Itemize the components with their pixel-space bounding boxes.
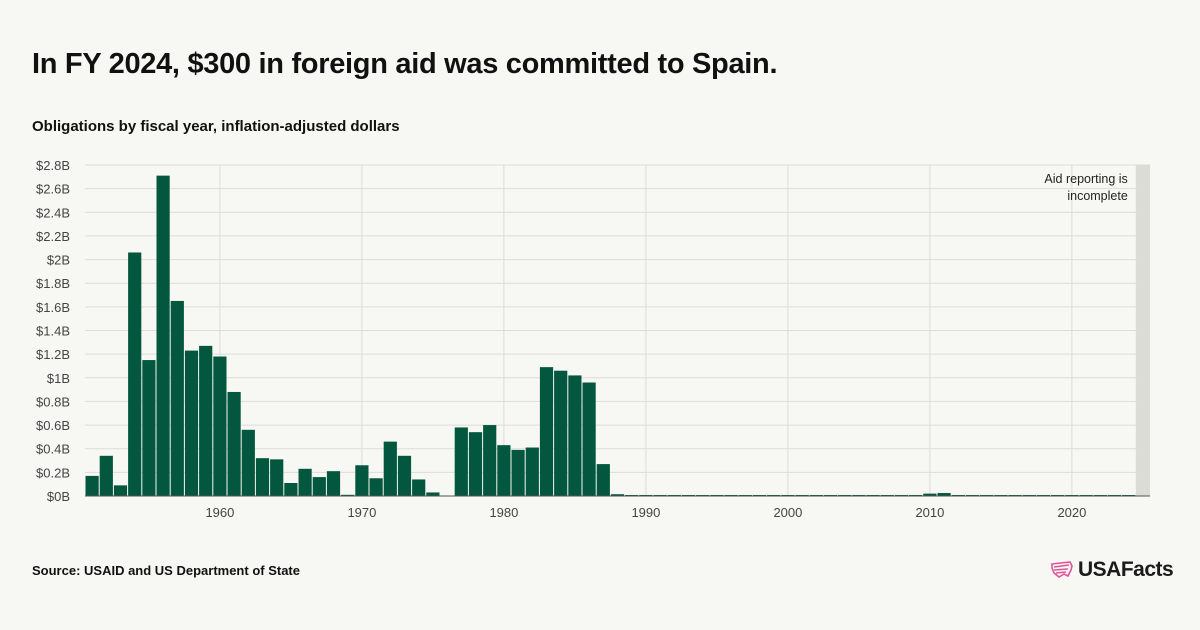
x-tick-label: 2010 xyxy=(915,505,944,520)
bar-fy1959[interactable] xyxy=(199,345,213,496)
bar-fy1987[interactable] xyxy=(596,464,610,496)
bar-fy1961[interactable] xyxy=(227,391,241,496)
y-tick-label: $0B xyxy=(47,489,70,504)
bar-fy1983[interactable] xyxy=(539,367,554,496)
y-tick-label: $2B xyxy=(47,253,70,268)
incomplete-reporting-note: Aid reporting is xyxy=(1044,172,1127,186)
incomplete-reporting-note: incomplete xyxy=(1067,189,1127,203)
bar-fy1969[interactable] xyxy=(341,494,355,496)
bar-fy1975[interactable] xyxy=(426,492,440,496)
bar-fy1981[interactable] xyxy=(511,449,525,496)
bar-fy1971[interactable] xyxy=(369,478,383,496)
y-tick-label: $2.8B xyxy=(36,158,70,173)
bar-fy2010[interactable] xyxy=(923,493,937,496)
bar-fy1985[interactable] xyxy=(568,375,582,496)
x-tick-label: 1980 xyxy=(489,505,518,520)
y-tick-label: $2.4B xyxy=(36,205,70,220)
bar-fy1965[interactable] xyxy=(284,482,298,496)
bar-fy1980[interactable] xyxy=(497,445,511,496)
x-tick-label: 2020 xyxy=(1057,505,1086,520)
usafacts-logo[interactable]: USAFacts xyxy=(1050,558,1174,582)
y-tick-label: $1.4B xyxy=(36,324,70,339)
bar-fy1968[interactable] xyxy=(326,471,341,496)
bar-fy1974[interactable] xyxy=(412,479,426,496)
bar-fy1972[interactable] xyxy=(383,441,397,496)
bar-fy1964[interactable] xyxy=(270,459,284,496)
bar-fy1963[interactable] xyxy=(255,458,270,496)
bar-fy1978[interactable] xyxy=(468,432,483,496)
bar-fy1988[interactable] xyxy=(610,494,625,496)
bar-fy1973[interactable] xyxy=(397,455,412,496)
source-note: Source: USAID and US Department of State xyxy=(32,563,300,578)
bar-fy1984[interactable] xyxy=(554,370,568,496)
bar-fy1951[interactable] xyxy=(85,475,99,496)
bar-fy1955[interactable] xyxy=(142,360,156,496)
bar-fy1960[interactable] xyxy=(213,356,227,496)
y-tick-label: $1.6B xyxy=(36,300,70,315)
bar-fy1957[interactable] xyxy=(170,300,184,496)
chart-title: In FY 2024, $300 in foreign aid was comm… xyxy=(32,48,778,80)
x-tick-label: 1990 xyxy=(631,505,660,520)
y-tick-label: $0.6B xyxy=(36,418,70,433)
y-tick-label: $0.8B xyxy=(36,394,70,409)
bar-fy1958[interactable] xyxy=(184,350,199,496)
bar-fy1954[interactable] xyxy=(128,252,142,496)
y-tick-label: $0.4B xyxy=(36,442,70,457)
y-tick-label: $1B xyxy=(47,371,70,386)
chart-subtitle: Obligations by fiscal year, inflation-ad… xyxy=(32,118,400,135)
bar-fy1956[interactable] xyxy=(156,175,170,496)
x-tick-label: 2000 xyxy=(773,505,802,520)
bar-fy1967[interactable] xyxy=(312,477,326,496)
logo-text: USAFacts xyxy=(1078,558,1174,581)
bar-fy1953[interactable] xyxy=(113,485,128,496)
bar-fy1982[interactable] xyxy=(525,447,539,496)
x-tick-label: 1970 xyxy=(347,505,376,520)
y-tick-label: $1.2B xyxy=(36,347,70,362)
bar-fy1952[interactable] xyxy=(99,455,113,496)
y-tick-label: $1.8B xyxy=(36,276,70,291)
bar-fy1977[interactable] xyxy=(454,427,468,496)
us-map-flag-icon xyxy=(1051,561,1073,578)
x-tick-label: 1960 xyxy=(205,505,234,520)
bar-fy1979[interactable] xyxy=(483,425,497,496)
bar-fy1970[interactable] xyxy=(355,465,369,496)
bar-fy1986[interactable] xyxy=(582,382,596,496)
bar-fy1966[interactable] xyxy=(298,468,312,496)
y-tick-label: $2.2B xyxy=(36,229,70,244)
y-tick-label: $2.6B xyxy=(36,182,70,197)
bar-fy1962[interactable] xyxy=(241,429,255,496)
bar-chart: Aid reporting is incomplete $0B $0.2B $0.4B $… xyxy=(36,158,1150,520)
bar-fy2011[interactable] xyxy=(937,493,951,496)
y-tick-label: $0.2B xyxy=(36,465,70,480)
